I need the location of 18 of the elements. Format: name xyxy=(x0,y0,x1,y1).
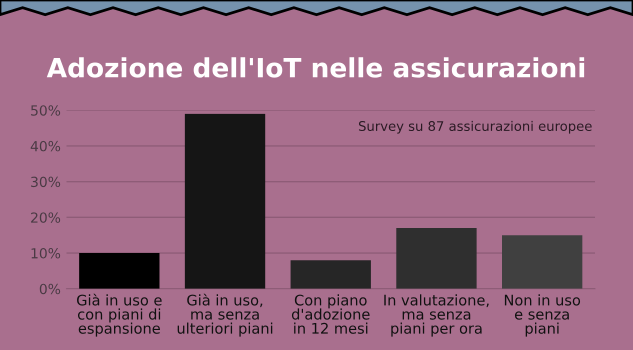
x-tick-label: Già in uso e con piani di espansione xyxy=(77,294,162,337)
chart-title: Adozione dell'IoT nelle assicurazioni xyxy=(46,57,584,78)
y-tick-label: 40% xyxy=(30,140,60,152)
bar xyxy=(396,228,477,289)
x-tick-label: Già in uso, ma senza ulteriori piani xyxy=(178,294,272,337)
bar xyxy=(502,235,582,289)
x-tick-label: Non in uso e senza piani xyxy=(504,294,580,337)
annotation: Survey su 87 assicurazioni europee xyxy=(358,120,592,134)
y-tick-label: 50% xyxy=(31,105,60,116)
x-tick-label: Con piano d'adozione in 12 mesi xyxy=(292,294,370,334)
bar xyxy=(290,260,371,289)
bar xyxy=(184,114,266,289)
y-tick-label: 10% xyxy=(32,248,60,259)
y-tick-label: 30% xyxy=(31,176,60,188)
y-tick-label: 20% xyxy=(31,212,60,223)
bar xyxy=(79,253,160,289)
x-tick-label: In valutazione, ma senza piani per ora xyxy=(384,294,489,337)
y-tick-label: 0% xyxy=(40,284,60,294)
